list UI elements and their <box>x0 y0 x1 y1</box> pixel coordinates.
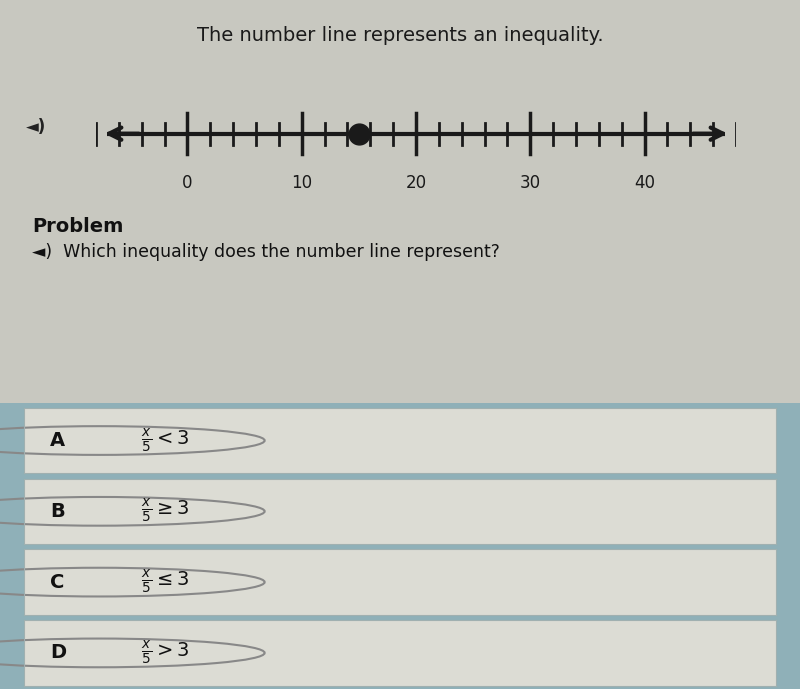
Text: $\frac{x}{5} > 3$: $\frac{x}{5} > 3$ <box>141 639 189 667</box>
Text: C: C <box>50 573 65 592</box>
Text: 40: 40 <box>634 174 655 192</box>
Text: Problem: Problem <box>32 217 123 236</box>
Text: $\frac{x}{5} \leq 3$: $\frac{x}{5} \leq 3$ <box>141 568 189 596</box>
Text: ◄): ◄) <box>26 119 46 136</box>
Text: ◄)  Which inequality does the number line represent?: ◄) Which inequality does the number line… <box>32 243 500 260</box>
Text: $\frac{x}{5} < 3$: $\frac{x}{5} < 3$ <box>141 426 189 455</box>
Text: A: A <box>50 431 66 450</box>
Text: 0: 0 <box>182 174 193 192</box>
Text: 20: 20 <box>406 174 426 192</box>
Text: 30: 30 <box>520 174 541 192</box>
Text: The number line represents an inequality.: The number line represents an inequality… <box>197 26 603 45</box>
Text: 10: 10 <box>291 174 312 192</box>
Text: D: D <box>50 644 66 662</box>
Text: B: B <box>50 502 65 521</box>
Text: $\frac{x}{5} \geq 3$: $\frac{x}{5} \geq 3$ <box>141 497 189 526</box>
